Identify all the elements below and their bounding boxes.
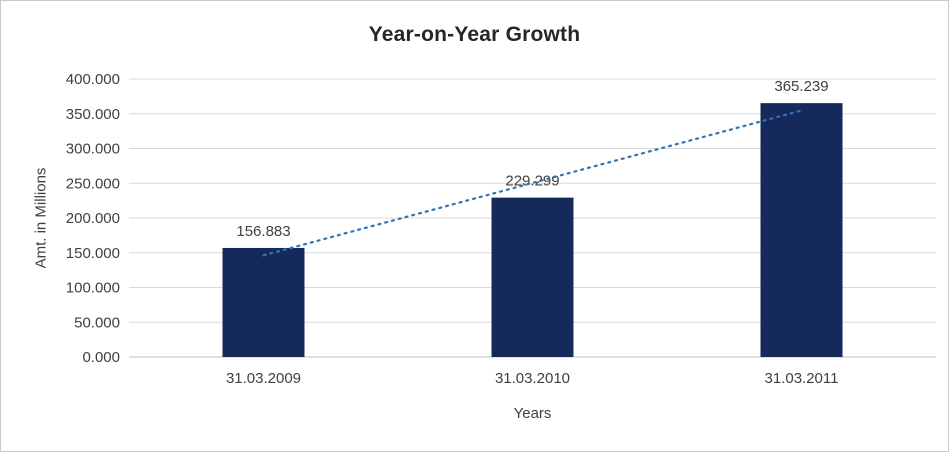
bar-31.03.2010 [491, 197, 574, 357]
y-tick-label: 300.000 [66, 141, 120, 158]
y-tick-label: 400.000 [66, 71, 120, 88]
data-label: 229.299 [505, 173, 559, 190]
bar-31.03.2009 [222, 247, 305, 357]
x-tick-label: 31.03.2009 [226, 370, 301, 387]
y-tick-label: 350.000 [66, 106, 120, 123]
y-tick-label: 150.000 [66, 245, 120, 262]
data-label: 156.883 [236, 223, 290, 240]
y-tick-label: 100.000 [66, 280, 120, 297]
y-tick-label: 200.000 [66, 210, 120, 227]
trendline [262, 109, 803, 257]
y-tick-label: 250.000 [66, 175, 120, 192]
y-tick-label: 0.000 [82, 349, 120, 366]
data-label: 365.239 [774, 78, 828, 95]
x-tick-label: 31.03.2011 [765, 370, 839, 387]
chart-title: Year-on-Year Growth [368, 23, 581, 46]
y-tick-label: 50.000 [74, 314, 120, 331]
x-tick-label: 31.03.2010 [495, 370, 570, 387]
x-axis-title: Years [513, 405, 552, 422]
bar-31.03.2011 [760, 103, 843, 357]
